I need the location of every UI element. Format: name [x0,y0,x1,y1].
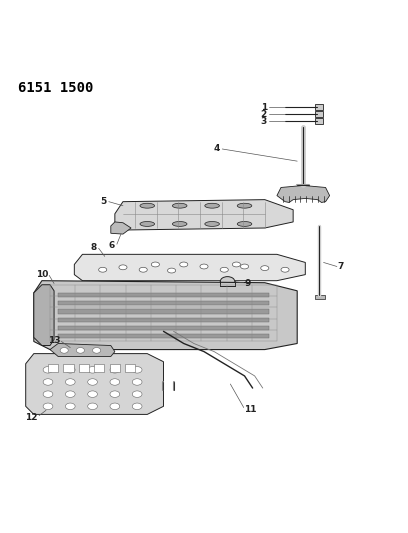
Polygon shape [111,222,131,234]
Bar [58,326,269,330]
Bar [58,293,269,297]
Ellipse shape [237,203,252,208]
Text: 2: 2 [261,110,267,119]
Bar [315,111,323,117]
Bar [79,364,89,372]
Ellipse shape [261,265,269,271]
Ellipse shape [88,391,98,398]
Ellipse shape [119,265,127,270]
Ellipse shape [88,379,98,385]
Text: 1: 1 [261,103,267,112]
Text: 7: 7 [338,262,344,271]
Ellipse shape [139,268,147,272]
Bar [94,364,104,372]
Text: 6: 6 [109,241,115,250]
Bar [63,364,73,372]
Ellipse shape [43,367,53,373]
Ellipse shape [110,367,120,373]
Ellipse shape [240,264,248,269]
Ellipse shape [132,391,142,398]
Ellipse shape [237,222,252,227]
Ellipse shape [200,264,208,269]
Ellipse shape [140,222,155,227]
Polygon shape [277,185,330,203]
Polygon shape [50,343,115,357]
Text: 10: 10 [35,270,48,279]
Text: 12: 12 [25,413,38,422]
Ellipse shape [110,391,120,398]
Polygon shape [34,285,54,345]
Text: 9: 9 [244,279,251,288]
Bar [125,364,135,372]
Ellipse shape [132,403,142,409]
Ellipse shape [110,403,120,409]
Ellipse shape [76,348,84,353]
Ellipse shape [110,379,120,385]
Ellipse shape [281,268,289,272]
Ellipse shape [43,403,53,409]
Ellipse shape [233,262,240,267]
Text: 8: 8 [90,243,97,252]
Ellipse shape [173,203,187,208]
Ellipse shape [65,379,75,385]
Ellipse shape [43,379,53,385]
Ellipse shape [132,379,142,385]
Bar [58,301,269,305]
Ellipse shape [60,348,68,353]
Ellipse shape [205,203,220,208]
Polygon shape [115,200,293,230]
Text: 3: 3 [261,117,267,126]
Ellipse shape [132,367,142,373]
Bar [48,364,58,372]
Text: 6151 1500: 6151 1500 [18,81,93,95]
Ellipse shape [65,403,75,409]
Ellipse shape [65,367,75,373]
Ellipse shape [88,367,98,373]
Text: 4: 4 [214,144,220,154]
Ellipse shape [93,348,101,353]
Text: 11: 11 [244,405,257,414]
Ellipse shape [140,203,155,208]
Ellipse shape [168,268,175,273]
Bar [58,310,269,313]
Ellipse shape [43,391,53,398]
Ellipse shape [65,391,75,398]
Ellipse shape [220,277,235,286]
Ellipse shape [220,268,228,272]
Text: 13: 13 [48,336,60,345]
Ellipse shape [205,222,220,227]
Bar [315,104,323,110]
Ellipse shape [173,222,187,227]
Polygon shape [315,295,325,299]
Polygon shape [26,353,164,414]
Bar [58,334,269,338]
Bar [315,118,323,124]
Ellipse shape [99,268,107,272]
Bar [58,318,269,321]
Ellipse shape [180,262,188,267]
Ellipse shape [88,403,98,409]
Polygon shape [34,281,297,350]
Ellipse shape [151,262,160,267]
Polygon shape [74,254,305,281]
Bar [110,364,120,372]
Text: 5: 5 [100,197,107,206]
